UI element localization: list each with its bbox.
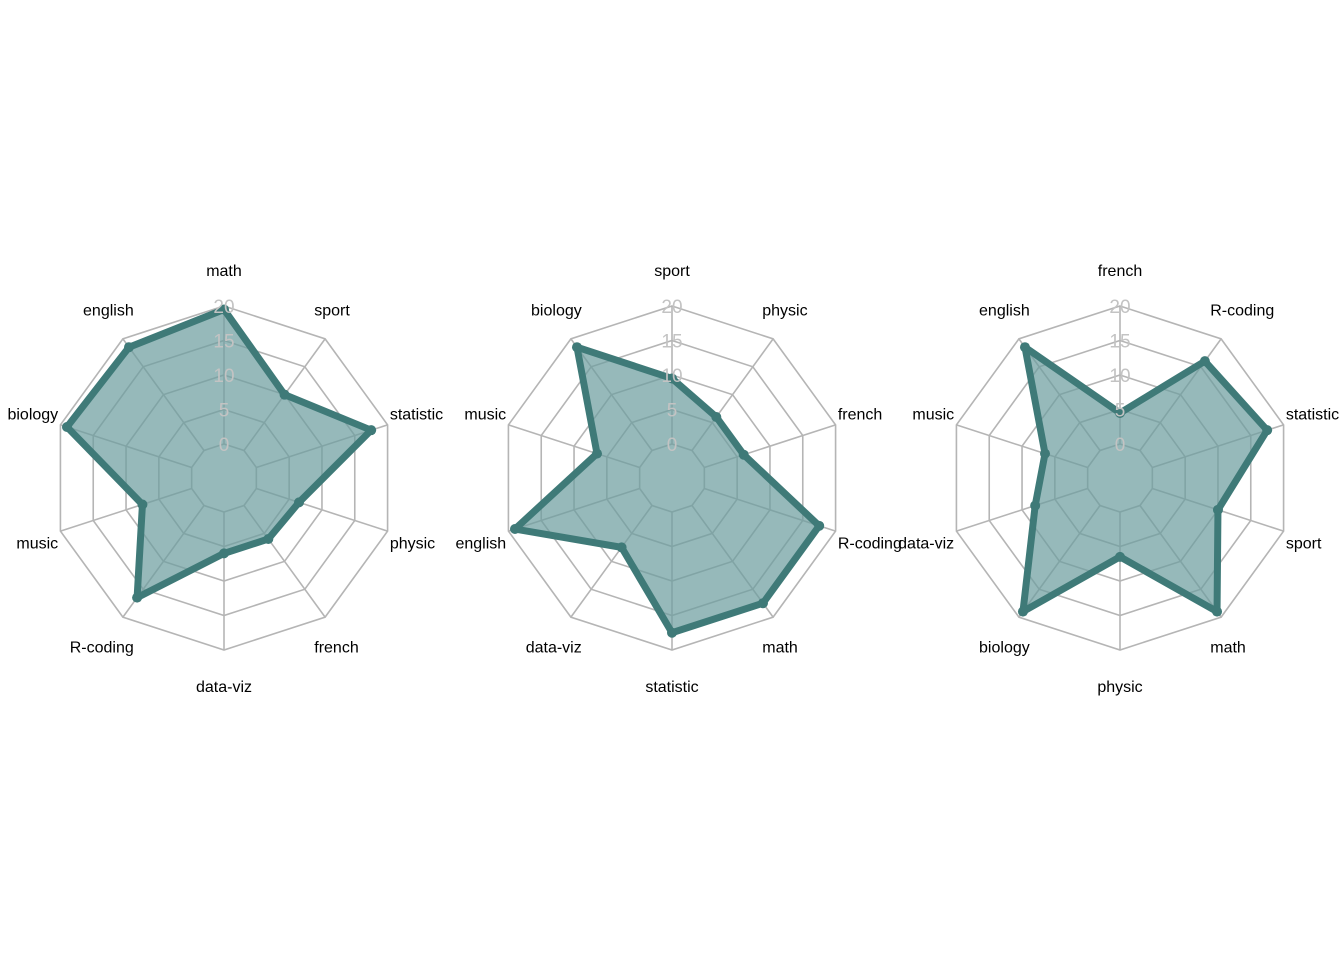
axis-label-math: math — [762, 639, 798, 656]
data-point-physic — [1115, 551, 1125, 562]
axis-label-english: english — [455, 535, 506, 552]
data-point-R-coding — [814, 520, 825, 531]
data-point-math — [1212, 606, 1223, 617]
radial-tick-label: 20 — [213, 297, 234, 318]
data-point-physic — [711, 412, 722, 422]
data-point-R-coding — [1199, 356, 1210, 367]
data-point-sport — [667, 373, 677, 384]
axis-label-english: english — [83, 303, 134, 320]
radial-tick-label: 0 — [1115, 435, 1126, 456]
data-point-sport — [1212, 504, 1223, 515]
radial-tick-label: 5 — [667, 401, 678, 422]
axis-label-R-coding: R-coding — [838, 535, 902, 552]
axis-label-french: french — [1098, 263, 1142, 280]
data-point-french — [738, 449, 749, 460]
data-point-sport — [279, 389, 290, 400]
series-area — [1019, 343, 1271, 616]
radar-chart-2: 0 5 10 15 20 sport physic french R-coding math sta… — [455, 263, 901, 696]
data-point-music — [137, 499, 148, 510]
data-point-french — [263, 534, 274, 544]
axis-label-statistic: statistic — [390, 407, 443, 424]
data-point-music — [592, 448, 603, 459]
axis-label-math: math — [206, 263, 242, 280]
data-point-music — [1040, 448, 1051, 459]
radial-tick-label: 20 — [1109, 297, 1130, 318]
data-point-english — [509, 524, 520, 535]
axis-label-data-viz: data-viz — [196, 679, 252, 696]
radial-tick-label: 20 — [661, 297, 682, 318]
axis-label-biology: biology — [979, 639, 1030, 656]
axis-label-biology: biology — [7, 407, 58, 424]
data-point-math — [219, 304, 229, 315]
data-point-french — [1115, 407, 1125, 418]
axis-label-math: math — [1210, 639, 1246, 656]
axis-label-biology: biology — [531, 303, 582, 320]
axis-label-french: french — [314, 639, 358, 656]
axis-label-statistic: statistic — [645, 679, 698, 696]
series-area — [511, 343, 823, 637]
radial-tick-label: 5 — [219, 401, 230, 422]
axis-label-sport: sport — [314, 303, 350, 320]
axis-label-statistic: statistic — [1286, 407, 1339, 424]
axis-label-R-coding: R-coding — [1210, 303, 1274, 320]
axis-label-french: french — [838, 407, 882, 424]
data-point-data-viz — [616, 542, 627, 553]
axis-label-physic: physic — [390, 535, 435, 552]
radial-tick-label: 15 — [213, 332, 234, 353]
radar-chart-1: 0 5 10 15 20 math sport statistic physic french da… — [7, 263, 443, 696]
radial-tick-label: 10 — [661, 366, 682, 387]
data-point-physic — [293, 497, 304, 508]
axis-label-english: english — [979, 303, 1030, 320]
axis-label-physic: physic — [1097, 679, 1142, 696]
radar-chart-3: 0 5 10 15 20 french R-coding statistic sport math… — [898, 263, 1339, 696]
radial-tick-label: 10 — [1109, 366, 1130, 387]
axis-label-music: music — [464, 407, 506, 424]
axis-label-physic: physic — [762, 303, 807, 320]
data-point-english — [1019, 342, 1030, 353]
data-point-R-coding — [132, 592, 143, 603]
axis-label-sport: sport — [654, 263, 690, 280]
axis-label-data-viz: data-viz — [898, 535, 954, 552]
data-point-statistic — [1262, 425, 1273, 436]
data-point-biology — [1017, 606, 1028, 617]
radial-tick-label: 15 — [1109, 332, 1130, 353]
data-point-statistic — [667, 627, 677, 638]
radial-tick-label: 10 — [213, 366, 234, 387]
data-point-biology — [61, 421, 72, 432]
radial-tick-label: 15 — [661, 332, 682, 353]
radial-tick-label: 0 — [219, 435, 230, 456]
radial-tick-label: 0 — [667, 435, 678, 456]
data-point-data-viz — [219, 548, 229, 559]
data-point-data-viz — [1030, 500, 1041, 511]
data-point-statistic — [366, 425, 377, 436]
axis-label-R-coding: R-coding — [70, 639, 134, 656]
data-point-english — [123, 342, 134, 353]
data-point-math — [757, 598, 768, 609]
axis-label-music: music — [912, 407, 954, 424]
axis-label-music: music — [16, 535, 58, 552]
data-point-biology — [571, 342, 582, 353]
axis-label-data-viz: data-viz — [526, 639, 582, 656]
radial-tick-label: 5 — [1115, 401, 1126, 422]
axis-label-sport: sport — [1286, 535, 1322, 552]
